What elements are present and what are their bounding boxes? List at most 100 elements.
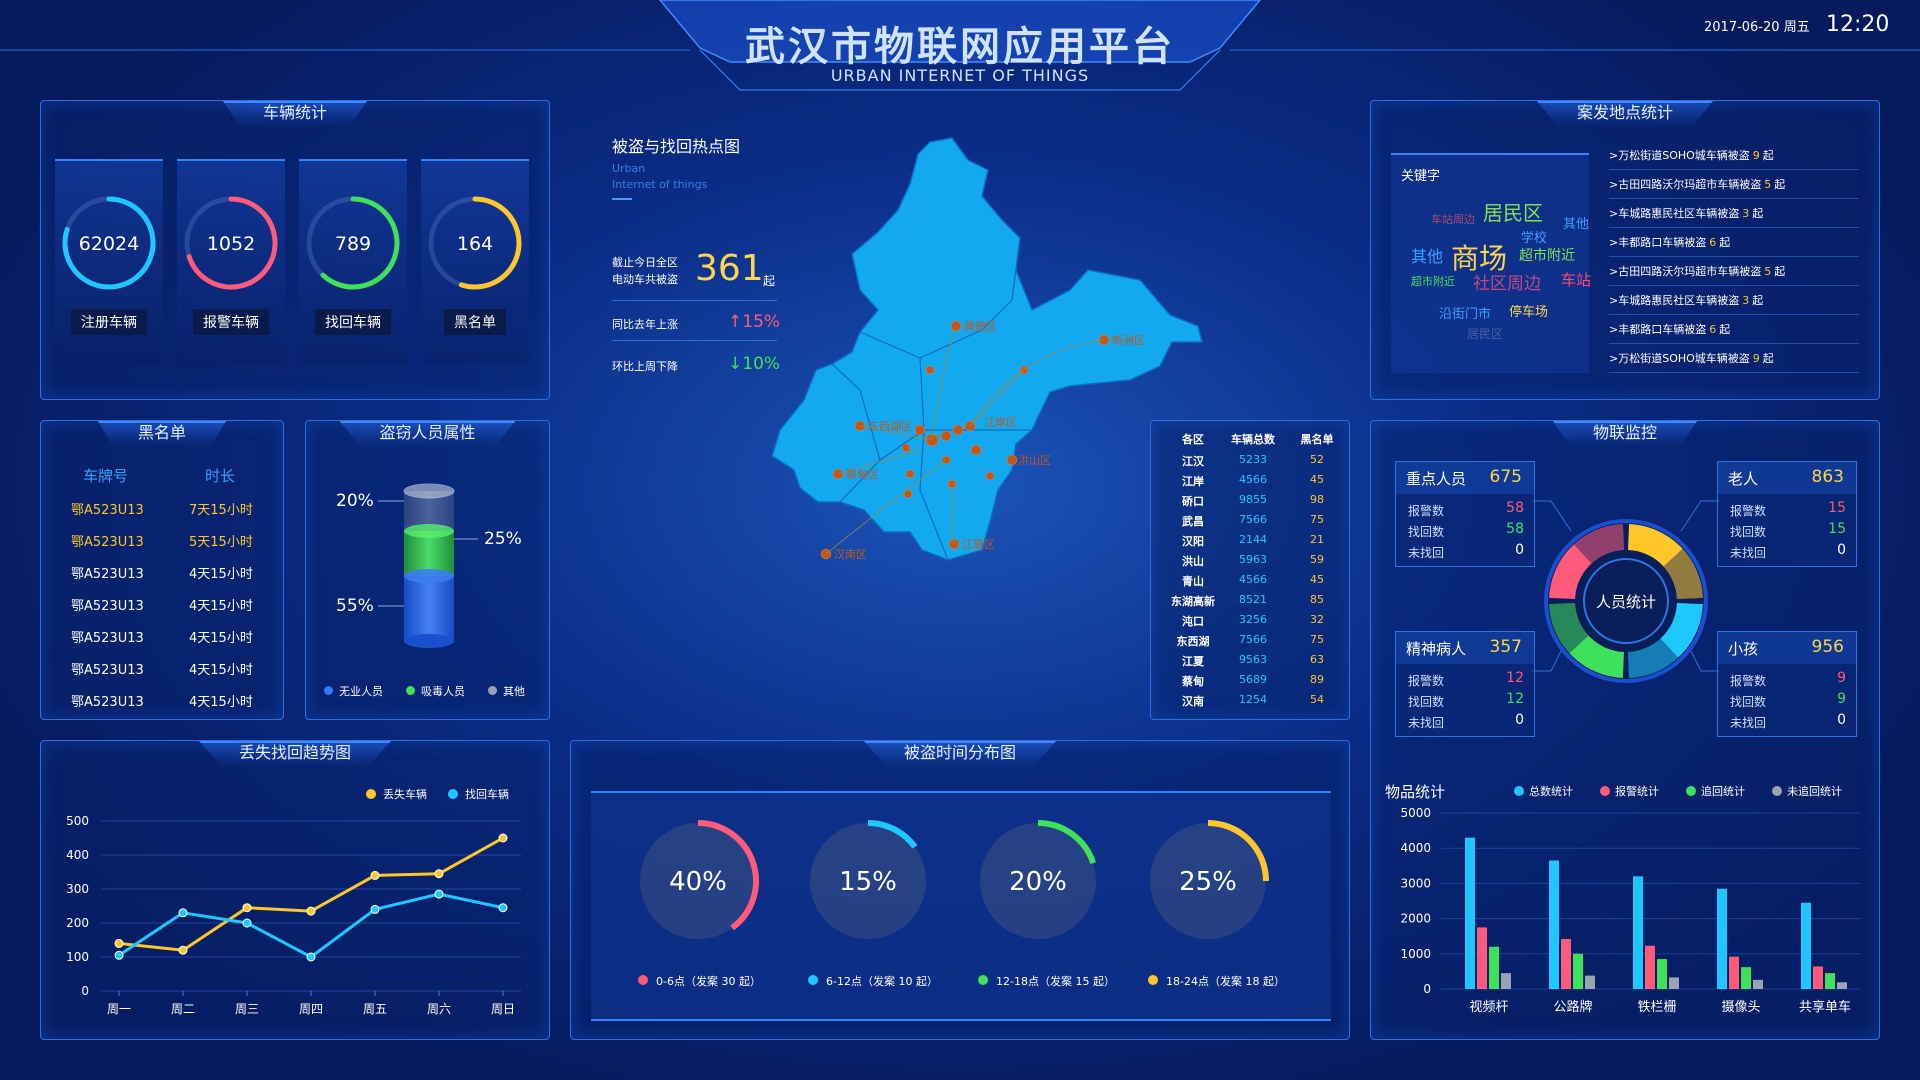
series-point: [306, 906, 316, 916]
divider: [612, 300, 777, 301]
donut-shade: [1627, 638, 1679, 678]
blacklist-duration: 5天15小时: [189, 535, 253, 550]
monitor-row: 报警数 12: [1408, 670, 1524, 688]
blacklist-duration: 4天15小时: [189, 663, 253, 678]
trend-panel: 丢失找回趋势图 0 100 200 300 400 500 周一 周二 周三 周四 周五 周六 周日 丢失…: [40, 740, 550, 1040]
person-donut: 人员统计: [1531, 500, 1721, 683]
legend-text: 追回统计: [1701, 784, 1745, 798]
keyword-word: 社区周边: [1473, 274, 1541, 294]
legend-text: 12-18点（发案 15 起）: [996, 975, 1115, 988]
total-label-2: 电动车共被盗: [612, 273, 678, 286]
district-label: 黄陂区: [964, 319, 997, 333]
legend-text: 报警统计: [1615, 784, 1659, 798]
ring-bg: [810, 823, 926, 939]
blacklist-duration: 4天15小时: [189, 567, 253, 582]
y-tick: 5000: [1400, 806, 1431, 820]
district-name: 江汉: [1182, 455, 1204, 468]
district-label: 汉南区: [834, 548, 867, 561]
bar: [1657, 959, 1667, 989]
page-title: 武汉市物联网应用平台: [745, 24, 1175, 70]
legend-text: 6-12点（发案 10 起）: [826, 975, 938, 988]
mom-label: 环比上周下降: [612, 360, 678, 373]
y-tick: 1000: [1400, 947, 1431, 961]
case-item[interactable]: >丰都路口车辆被盗 6 起: [1609, 234, 1859, 257]
monitor-row-label: 找回数: [1730, 525, 1767, 539]
thief-legend-item: 吸毒人员: [406, 683, 465, 699]
district-name: 青山: [1182, 575, 1204, 588]
bar: [1741, 967, 1751, 989]
monitor-box[interactable]: 重点人员 675 报警数 58 找回数 58 未找回 0: [1395, 461, 1535, 567]
donut-shade: [1573, 524, 1625, 564]
keyword-word: 车站周边: [1431, 213, 1475, 226]
vehicle-title: 车辆统计: [222, 101, 368, 127]
monitor-box[interactable]: 小孩 956 报警数 9 找回数 9 未找回 0: [1717, 631, 1857, 737]
case-item[interactable]: >丰都路口车辆被盗 6 起: [1609, 321, 1859, 344]
y-tick: 200: [66, 916, 89, 930]
case-item[interactable]: >古田四路沃尔玛超市车辆被盗 5 起: [1609, 176, 1859, 199]
case-item[interactable]: >万松街道SOHO城车辆被盗 9 起: [1609, 350, 1859, 373]
keyword-word: 其他: [1411, 247, 1444, 266]
thief-label-mid: 25%: [484, 529, 522, 549]
monitor-box-name: 小孩: [1728, 640, 1759, 658]
monitor-box[interactable]: 老人 863 报警数 15 找回数 15 未找回 0: [1717, 461, 1857, 567]
case-item[interactable]: >万松街道SOHO城车辆被盗 9 起: [1609, 147, 1859, 170]
blacklist-plate: 鄂A523U13: [71, 631, 144, 646]
donut-center-label: 人员统计: [1596, 593, 1656, 611]
ring-arc: [1207, 820, 1269, 882]
keyword-word: 居民区: [1467, 327, 1504, 341]
ring-percent: 15%: [839, 867, 897, 897]
case-item[interactable]: >车城路惠民社区车辆被盗 3 起: [1609, 292, 1859, 315]
legend-dot: [1686, 786, 1696, 796]
district-name: 江夏: [1182, 655, 1204, 668]
total-value: 361: [695, 248, 764, 289]
case-item[interactable]: >古田四路沃尔玛超市车辆被盗 5 起: [1609, 263, 1859, 286]
yoy-label: 同比去年上涨: [612, 318, 678, 331]
series-point: [434, 889, 444, 899]
bar: [1645, 945, 1655, 989]
case-item[interactable]: >车城路惠民社区车辆被盗 3 起: [1609, 205, 1859, 228]
district-name: 东西湖: [1176, 635, 1210, 648]
bar: [1801, 902, 1811, 989]
district-name: 东湖高新: [1171, 595, 1215, 608]
series-point: [434, 869, 444, 879]
case-unit: 起: [1774, 178, 1786, 191]
monitor-box[interactable]: 精神病人 357 报警数 12 找回数 12 未找回 0: [1395, 631, 1535, 737]
header-time: 12:20: [1826, 12, 1890, 37]
case-count: 9: [1752, 352, 1760, 365]
monitor-row-label: 报警数: [1730, 674, 1767, 688]
bar: [1825, 973, 1835, 989]
vehicle-panel: 车辆统计 62024 注册车辆 1052 报警车辆 789 找回车辆 164 黑名单: [40, 100, 550, 400]
monitor-box-total: 675: [1489, 467, 1522, 487]
legend-dot: [978, 975, 988, 985]
vehicle-card: 1052 报警车辆: [177, 159, 285, 365]
case-count: 9: [1752, 149, 1760, 162]
case-unit: 起: [1774, 265, 1786, 278]
bar: [1477, 927, 1487, 989]
x-tick: 周四: [299, 1002, 323, 1016]
bar: [1465, 837, 1475, 989]
bar: [1573, 953, 1583, 989]
series-line: [118, 892, 504, 959]
x-tick: 共享单车: [1799, 999, 1851, 1015]
donut-segment: [1627, 524, 1703, 600]
legend-text: 无业人员: [339, 685, 383, 698]
district-blacklist: 54: [1310, 693, 1324, 706]
legend-text: 吸毒人员: [421, 685, 465, 698]
bar: [1717, 888, 1727, 989]
district-label: 新洲区: [1112, 333, 1145, 347]
goods-chart: 0 1000 2000 3000 4000 5000 视频杆 公路牌 铁栏栅 摄像头 共享单车 总数统…: [1400, 784, 1861, 1015]
monitor-row-label: 报警数: [1730, 504, 1767, 518]
vehicle-value: 789: [335, 233, 371, 255]
keyword-word: 超市附近: [1519, 248, 1575, 264]
series-point: [370, 870, 380, 880]
monitor-row-label: 找回数: [1408, 695, 1445, 709]
gauge-arc: [458, 196, 522, 290]
legend-dot: [1148, 975, 1158, 985]
blacklist-plate: 鄂A523U13: [71, 567, 144, 582]
wuhan-map[interactable]: 黄陂区 新洲区 东西湖区 江岸区 洪山区 蔡甸区 江夏区 汉南区: [720, 130, 1220, 690]
y-tick: 0: [1423, 982, 1431, 996]
x-tick: 周六: [427, 1002, 451, 1016]
thief-legend-item: 无业人员: [324, 683, 383, 699]
header-date: 2017-06-20 周五: [1704, 16, 1810, 35]
cases-title: 案发地点统计: [1536, 101, 1714, 127]
